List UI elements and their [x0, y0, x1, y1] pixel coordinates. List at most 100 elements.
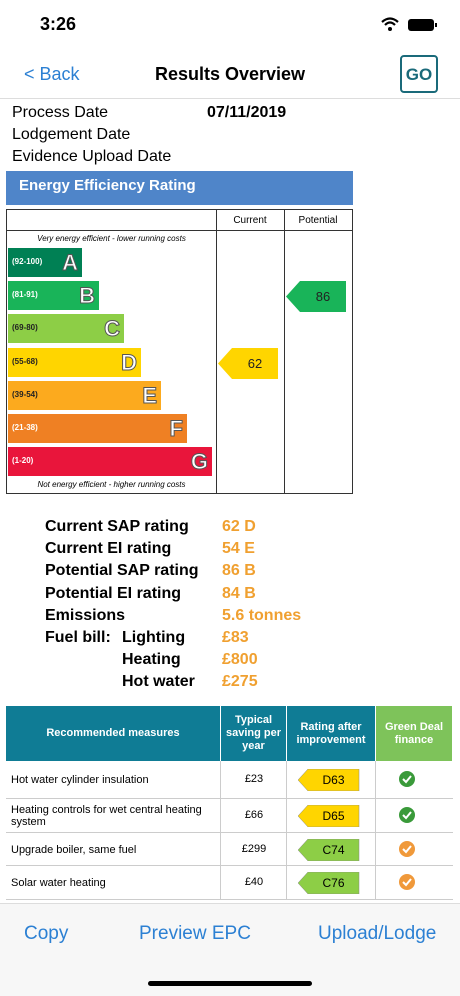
table-header: Recommended measures	[6, 706, 220, 761]
band-letter: G	[190, 449, 208, 475]
col-header: Potential	[298, 215, 338, 226]
table-header: Rating after improvement	[287, 706, 375, 761]
col-divider	[220, 866, 221, 900]
measures-table: Recommended measures Typical saving per y…	[6, 706, 453, 902]
summary-value: 54 E	[222, 540, 255, 558]
row-divider	[6, 832, 453, 833]
rating-band: (39-54) E	[8, 380, 161, 410]
arrow-shape	[286, 281, 346, 313]
fuel-label: Heating	[122, 651, 181, 669]
band-letter: C	[104, 316, 121, 342]
badge-shape	[298, 805, 360, 827]
col-divider	[216, 210, 217, 493]
measure-saving: £66	[244, 809, 264, 821]
fuel-value: £800	[222, 651, 258, 669]
rating-band: (21-38) F	[8, 414, 187, 443]
band-range: (39-54)	[12, 389, 38, 399]
rating-text: D63	[322, 773, 345, 787]
summary-label: Emissions	[45, 606, 126, 624]
rating-text: C74	[322, 842, 345, 857]
rating-badge: C74	[298, 838, 360, 861]
note: Not energy efficient - higher running co…	[37, 480, 186, 489]
band-letter: E	[142, 382, 158, 408]
col-divider	[375, 866, 376, 900]
col-divider	[375, 833, 376, 866]
finance-icon	[399, 874, 415, 890]
measure-name: Upgrade boiler, same fuel	[11, 843, 137, 856]
badge-shape	[298, 769, 360, 791]
summary-label: Potential SAP rating	[45, 562, 199, 580]
check-icon	[399, 807, 415, 823]
rating-badge: D63	[298, 769, 360, 791]
rating-band: (69-80) C	[8, 314, 124, 344]
row-divider	[6, 865, 453, 866]
fuel-value: £83	[222, 629, 249, 646]
badge-shape	[298, 872, 360, 894]
measure-name: Hot water cylinder insulation	[11, 774, 149, 786]
band-range: (55-68)	[12, 356, 38, 366]
band-range: (92-100)	[12, 257, 43, 266]
row-divider	[7, 230, 352, 231]
col-divider	[284, 210, 285, 493]
rating-band: (1-20) G	[8, 447, 212, 477]
rating-badge: D65	[298, 805, 360, 827]
band-range: (21-38)	[12, 423, 38, 432]
band-range: (1-20)	[12, 456, 34, 466]
toolbar-button[interactable]: Copy	[24, 923, 69, 944]
logo[interactable]: GO	[400, 55, 438, 93]
rating-value: 62	[247, 355, 263, 371]
rating-band: (81-91) B	[8, 281, 99, 311]
fuel-label: Lighting	[122, 629, 186, 646]
measure-saving: £299	[241, 842, 267, 855]
table-header: Green Deal finance	[376, 706, 452, 761]
rating-band: (55-68) D	[8, 347, 141, 377]
table-header: Typical saving per year	[221, 706, 286, 761]
detail-label: Lodgement Date	[12, 126, 131, 143]
rating-arrow: 86	[286, 281, 348, 313]
back-button[interactable]: < Back	[24, 64, 80, 84]
row-divider	[6, 798, 453, 799]
rating-arrow: 62	[218, 347, 280, 379]
epc-title: Energy Efficiency Rating	[6, 171, 353, 205]
summary-value: 86 B	[222, 562, 256, 580]
col-divider	[375, 761, 376, 799]
rating-value: 86	[315, 289, 331, 305]
measure-name: Solar water heating	[11, 877, 106, 889]
detail-label: Evidence Upload Date	[12, 148, 172, 165]
note: Very energy efficient - lower running co…	[37, 234, 186, 243]
finance-icon	[399, 807, 415, 823]
summary-value: 62 D	[222, 518, 256, 535]
band-letter: D	[121, 349, 138, 375]
summary-value: 5.6 tonnes	[222, 606, 302, 624]
badge-shape	[298, 838, 360, 861]
col-divider	[286, 761, 287, 799]
col-divider	[375, 799, 376, 833]
home-indicator	[148, 981, 312, 986]
band-letter: F	[169, 416, 183, 442]
col-header: Current	[233, 215, 267, 226]
band-range: (69-80)	[12, 323, 38, 333]
rating-band: (92-100) A	[8, 248, 82, 277]
summary-label: Fuel bill:	[45, 629, 111, 646]
summary-label: Current SAP rating	[45, 518, 189, 535]
band-range: (81-91)	[12, 290, 38, 300]
summary-label: Potential EI rating	[45, 584, 182, 602]
measure-saving: £40	[244, 876, 264, 888]
nav-divider	[0, 98, 460, 99]
epc-chart: Current Potential Very energy efficient …	[6, 209, 353, 494]
check-icon	[399, 874, 415, 890]
col-divider	[286, 833, 287, 866]
fuel-value: £275	[222, 673, 258, 691]
arrow-shape	[218, 347, 278, 379]
band-letter: B	[79, 283, 96, 309]
col-divider	[220, 761, 221, 799]
detail-value: 07/11/2019	[207, 104, 287, 121]
detail-label: Process Date	[12, 104, 109, 121]
finance-icon	[399, 840, 415, 857]
toolbar-button[interactable]: Preview EPC	[139, 923, 251, 944]
toolbar-button[interactable]: Upload/Lodge	[318, 923, 437, 944]
col-divider	[220, 799, 221, 833]
status-icons	[381, 17, 437, 31]
band-letter: A	[62, 250, 79, 276]
check-icon	[399, 771, 415, 787]
